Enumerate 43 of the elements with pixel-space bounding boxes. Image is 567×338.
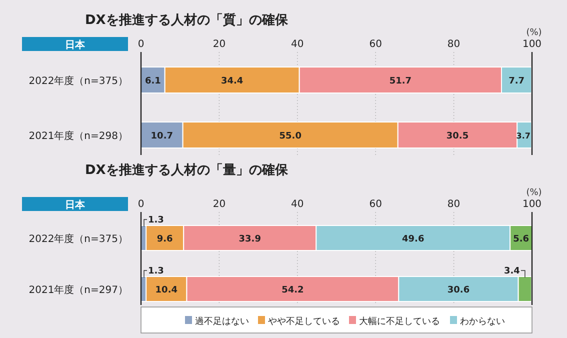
data-label: 55.0 xyxy=(279,132,302,142)
data-label: 49.6 xyxy=(402,234,424,244)
x-tick-label: 100 xyxy=(522,199,542,210)
x-tick-label: 60 xyxy=(369,199,382,210)
data-label: 10.4 xyxy=(155,286,178,296)
x-axis-title: (%) xyxy=(526,28,542,38)
data-label: 33.9 xyxy=(238,234,262,244)
x-tick-label: 40 xyxy=(291,199,304,210)
x-tick-label: 80 xyxy=(447,39,460,50)
x-axis-title: (%) xyxy=(526,188,542,198)
data-label: 9.6 xyxy=(156,234,173,244)
data-label: 30.6 xyxy=(447,286,470,296)
data-label: 34.4 xyxy=(220,76,244,86)
data-label: 3.4 xyxy=(504,266,520,276)
data-label: 10.7 xyxy=(150,132,174,142)
data-label: 54.2 xyxy=(282,286,304,296)
legend-label: わからない xyxy=(460,317,505,327)
x-tick-label: 100 xyxy=(522,39,542,50)
x-tick-label: 60 xyxy=(369,39,382,50)
x-tick-label: 20 xyxy=(212,199,226,210)
data-label: 6.1 xyxy=(144,76,161,86)
data-label: 1.3 xyxy=(148,216,164,226)
data-label: 1.3 xyxy=(148,266,164,276)
x-tick-label: 0 xyxy=(138,39,144,50)
data-label: 5.6 xyxy=(513,234,530,244)
x-tick-label: 0 xyxy=(138,199,144,210)
data-label: 7.7 xyxy=(508,76,525,86)
y-tick-label: 2022年度（n=375） xyxy=(28,75,128,87)
chart-title: DXを推進する人材の「質」の確保 xyxy=(85,12,289,28)
x-tick-label: 20 xyxy=(212,39,226,50)
chart-title: DXを推進する人材の「量」の確保 xyxy=(85,163,289,178)
x-tick-label: 40 xyxy=(291,39,304,50)
x-tick-label: 80 xyxy=(447,199,460,210)
legend-label: 過不足はない xyxy=(195,316,249,327)
legend-label: 大幅に不足している xyxy=(359,316,440,327)
data-label: 51.7 xyxy=(389,76,412,86)
y-tick-label: 2021年度（n=297） xyxy=(28,284,128,296)
text: 日本 xyxy=(65,199,86,211)
legend-label: やや不足している xyxy=(268,316,340,327)
text: 日本 xyxy=(65,39,86,51)
y-tick-label: 2021年度（n=298） xyxy=(28,130,128,142)
data-label: 30.5 xyxy=(446,132,469,142)
y-tick-label: 2022年度（n=375） xyxy=(28,233,128,245)
